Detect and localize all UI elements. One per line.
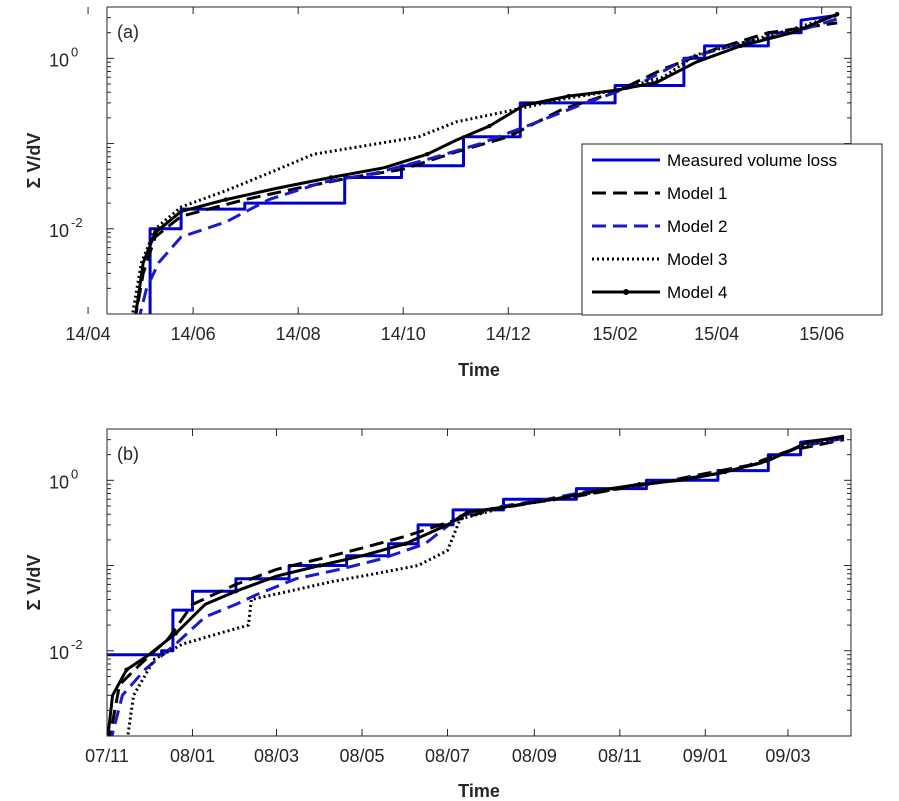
panel-b: 07/11 08/01 08/03 08/05 08/07 08/09 08/11 09/01… xyxy=(24,428,852,801)
series-marker xyxy=(153,230,158,235)
series-marker xyxy=(317,563,323,568)
series-marker xyxy=(132,320,136,324)
x-tick-label: 07/11 xyxy=(85,746,129,766)
y-tick-label-base: 10 xyxy=(49,643,69,663)
y-tick-label-base: 10 xyxy=(49,472,69,492)
legend-entry-5: Model 4 xyxy=(667,283,727,302)
series-marker xyxy=(722,469,728,475)
series-marker xyxy=(637,482,642,487)
x-tick-label: 14/10 xyxy=(381,324,426,344)
series-marker xyxy=(425,152,430,157)
series-marker xyxy=(173,631,178,636)
axes-box xyxy=(106,428,852,737)
y-tick-label-base: 10 xyxy=(49,221,69,241)
plot-area xyxy=(107,429,851,736)
legend-box xyxy=(581,143,883,316)
y-tick-label-exponent: -2 xyxy=(71,215,83,230)
series-line-5 xyxy=(134,12,838,314)
y-tick-label-exponent: 0 xyxy=(71,466,78,481)
x-tick-label: 14/06 xyxy=(171,324,216,344)
series-line-4 xyxy=(131,13,838,314)
series-marker xyxy=(487,123,492,129)
legend-entry-2: Model 1 xyxy=(667,184,727,203)
series-line-1 xyxy=(148,13,838,314)
series-marker xyxy=(551,497,557,502)
panel-label: (a) xyxy=(117,22,139,42)
series-line-5 xyxy=(107,434,845,736)
series-marker xyxy=(835,11,840,17)
x-axis-label: Time xyxy=(458,360,500,380)
x-tick-label: 08/11 xyxy=(598,746,642,766)
series-marker xyxy=(738,43,743,49)
panel-a: 14/04 14/06 14/08 14/10 14/12 15/02 15/04 15/06… xyxy=(24,6,883,380)
x-tick-label: 08/07 xyxy=(425,746,470,766)
x-tick-label: 08/09 xyxy=(512,746,557,766)
x-axis-label: Time xyxy=(458,781,500,801)
x-tick-label: 15/04 xyxy=(694,324,739,344)
series-marker xyxy=(805,440,810,445)
legend-entry-1: Measured volume loss xyxy=(667,151,837,170)
series-group xyxy=(107,434,845,736)
panel-label: (b) xyxy=(117,444,139,464)
x-tick-label: 09/01 xyxy=(683,746,728,766)
x-tick-label: 08/05 xyxy=(339,746,384,766)
series-line-2 xyxy=(108,438,845,736)
series-marker xyxy=(124,667,129,672)
legend-marker xyxy=(623,289,629,295)
legend-entry-4: Model 3 xyxy=(667,250,727,269)
x-tick-label: 14/12 xyxy=(486,324,531,344)
series-line-3 xyxy=(110,436,845,736)
x-tick-label: 14/08 xyxy=(276,324,321,344)
y-axis-label: Σ V/dV xyxy=(24,133,44,189)
x-tick-label: 15/02 xyxy=(593,324,638,344)
y-tick-label-exponent: 0 xyxy=(71,44,78,59)
legend-entry-3: Model 2 xyxy=(667,217,727,236)
x-tick-label: 15/06 xyxy=(799,324,844,344)
series-marker xyxy=(328,175,334,180)
x-tick-label: 09/03 xyxy=(765,746,810,766)
x-tick-label: 14/04 xyxy=(66,324,111,344)
series-marker xyxy=(464,510,470,515)
series-marker xyxy=(223,197,228,202)
legend: Measured volume loss Model 1 Model 2 Model … xyxy=(581,143,883,316)
series-marker xyxy=(403,541,408,546)
series-marker xyxy=(566,93,571,99)
series-group xyxy=(131,11,840,324)
x-tick-label: 08/03 xyxy=(254,746,299,766)
series-marker xyxy=(654,80,659,85)
series-marker xyxy=(233,589,239,594)
y-tick-label-exponent: -2 xyxy=(71,637,83,652)
x-tick-label: 08/01 xyxy=(170,746,215,766)
y-axis-label: Σ V/dV xyxy=(24,555,44,611)
y-tick-label-base: 10 xyxy=(49,50,69,70)
